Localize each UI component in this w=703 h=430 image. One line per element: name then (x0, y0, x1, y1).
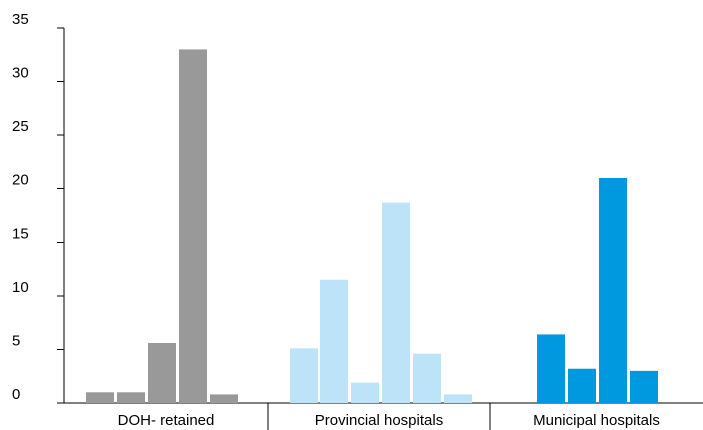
y-tick-label: 20 (12, 172, 29, 189)
bar (148, 343, 176, 403)
y-tick-label: 10 (12, 279, 29, 296)
x-axis: DOH- retained Provincial hospitals Municip… (64, 402, 703, 430)
y-tick-label: 35 (12, 11, 29, 28)
y-tick-label: 5 (12, 332, 20, 349)
bar (290, 348, 318, 403)
bar (210, 394, 238, 403)
bar (382, 202, 410, 403)
x-group-label: DOH- retained (118, 412, 215, 429)
bar (630, 370, 658, 403)
y-tick-label: 30 (12, 65, 29, 82)
y-axis: 0 5 10 15 20 25 30 35 (12, 11, 65, 404)
x-group-label: Provincial hospitals (315, 412, 443, 429)
bar (413, 353, 441, 403)
bars (86, 49, 658, 404)
bar (320, 279, 348, 403)
y-tick-label: 25 (12, 118, 29, 135)
bar (179, 49, 207, 404)
bar (568, 368, 596, 403)
x-group-label: Municipal hospitals (533, 412, 660, 429)
bar (117, 392, 145, 403)
y-tick-label: 0 (12, 386, 20, 403)
bar (351, 382, 379, 403)
bar (86, 392, 114, 403)
y-tick-label: 15 (12, 225, 29, 242)
bar (444, 394, 472, 403)
bar (599, 178, 627, 403)
bar (537, 334, 565, 403)
